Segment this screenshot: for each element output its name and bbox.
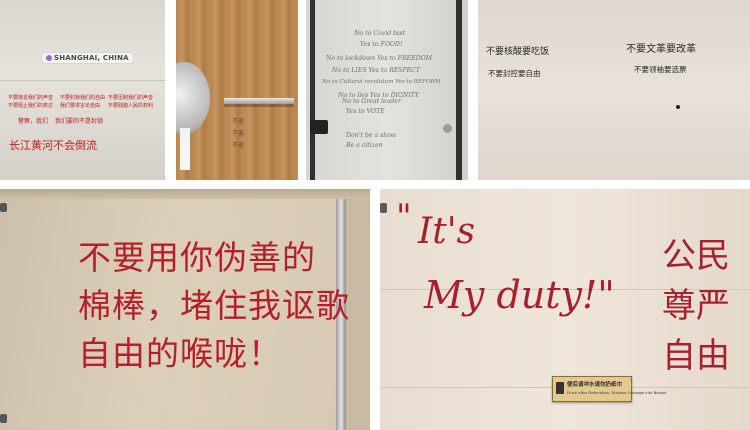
faint-writing: 不要 xyxy=(232,142,245,149)
slogan-line: 不要封控要自由 xyxy=(488,69,541,78)
photo-panel-english-slogans: No to Covid test Yes to FOOD! No to lock… xyxy=(306,0,468,180)
slogan-line: No to Great leader xyxy=(342,98,401,105)
slogan-line: No to Covid test xyxy=(354,30,405,37)
wall-hole xyxy=(676,105,680,109)
slogan-its: It's xyxy=(418,211,476,252)
slogan-line: No to lies Yes to DIGNITY xyxy=(338,92,419,99)
slogan-line: 不要核酸要吃饭 xyxy=(486,47,550,57)
photo-panel-shanghai-story: SHANGHAI, CHINA 不要抹去我们的声音 不要封锁我们的自由 不要压制… xyxy=(0,0,165,180)
sign-english: Flush after Defecation, Dispose Garbage … xyxy=(567,390,667,395)
slogan-line: No to LIES Yes to RESPECT xyxy=(332,67,421,74)
location-label: SHANGHAI, CHINA xyxy=(54,54,129,62)
photo-panel-wood-stall: 不要 不要 不要 xyxy=(176,0,298,180)
slogan-my-duty: My duty!" xyxy=(424,273,615,317)
door-knob xyxy=(443,124,452,133)
graffiti-line: 不要阻止我们的表达 xyxy=(8,103,54,109)
slogan-freedom: 自由 xyxy=(662,336,730,376)
stall-frame-left xyxy=(310,0,315,180)
wall-seam xyxy=(0,80,165,81)
slogan-line: Don't be a slave xyxy=(346,132,397,139)
slogan-line: Yes to FOOD! xyxy=(360,41,403,48)
open-quote: " xyxy=(396,197,412,237)
tile-seam xyxy=(380,289,750,290)
slogan-line: No to Cultural revolution Yes to REFORM xyxy=(322,79,441,85)
rail-shadow xyxy=(224,104,294,107)
graffiti-line: 不要抹去我们的声音 xyxy=(8,95,54,101)
slogan-line: 棉棒，堵住我讴歌 xyxy=(78,286,350,325)
hinge xyxy=(0,203,7,212)
aluminum-frame xyxy=(336,199,346,430)
hinge xyxy=(0,414,7,423)
graffiti-river-line: 长江黄河不会倒流 xyxy=(9,139,97,152)
faint-writing: 不要 xyxy=(232,130,245,137)
metal-rail xyxy=(224,98,294,104)
slogan-line: 自由的喉咙！ xyxy=(78,334,282,373)
faint-writing: 不要 xyxy=(232,118,245,125)
tissue-paper xyxy=(180,128,190,170)
graffiti-line: 不要压制我们的声音 xyxy=(108,95,154,101)
slogan-line: No to lockdown Yes to FREEDOM xyxy=(326,55,433,62)
slogan-dignity: 尊严 xyxy=(662,286,730,326)
graffiti-line: 我们要求言论自由 xyxy=(60,103,101,109)
slogan-line: 不要领袖要选票 xyxy=(634,65,687,74)
slogan-line: 不要文革要改革 xyxy=(626,44,696,55)
graffiti-line: 警察，我们 xyxy=(18,118,49,125)
graffiti-line: 不要践踏人民的权利 xyxy=(108,103,154,109)
sign-title: 便后请冲水请勿扔纸巾 xyxy=(567,382,623,388)
photo-panel-black-ink: 不要核酸要吃饭 不要封控要自由 不要文革要改革 不要领袖要选票 xyxy=(478,0,750,180)
location-pin-icon xyxy=(46,55,52,61)
adjacent-panel xyxy=(346,199,370,430)
slogan-line: Be a citizen xyxy=(346,142,383,149)
graffiti-line: 不要封锁我们的自由 xyxy=(60,95,106,101)
door-top-edge xyxy=(0,189,370,199)
graffiti-line: 我们要的不是封锁 xyxy=(55,118,104,125)
slogan-citizen: 公民 xyxy=(662,236,730,276)
slogan-line: Yes to VOTE xyxy=(346,108,385,115)
slogan-line: 不要用你伪善的 xyxy=(78,238,316,277)
flush-notice-sign: 便后请冲水请勿扔纸巾 Flush after Defecation, Dispo… xyxy=(552,376,666,402)
stall-frame-right xyxy=(456,0,462,180)
toilet-icon xyxy=(556,382,564,394)
location-badge: SHANGHAI, CHINA xyxy=(42,53,133,63)
hinge xyxy=(380,203,387,213)
tissue-dispenser xyxy=(176,62,210,134)
photo-panel-red-marker-door: 不要用你伪善的 棉棒，堵住我讴歌 自由的喉咙！ xyxy=(0,189,370,430)
hinge xyxy=(310,120,328,134)
